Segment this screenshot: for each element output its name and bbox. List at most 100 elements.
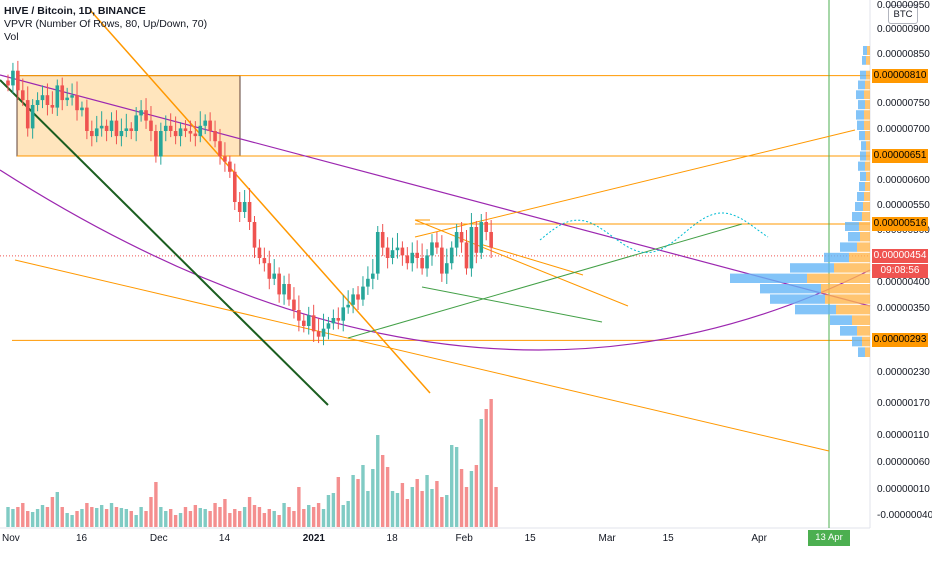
volume-bars: [6, 399, 498, 527]
candle-body: [242, 202, 247, 212]
candle-body: [282, 284, 286, 295]
vpvr-down-bar: [857, 242, 870, 252]
volume-bar: [11, 509, 15, 527]
volume-bar: [257, 507, 262, 527]
volume-bar: [55, 492, 59, 527]
volume-indicator-label[interactable]: Vol: [4, 31, 19, 43]
candle-body: [400, 247, 405, 256]
candle-body: [109, 120, 114, 131]
price-chart[interactable]: [0, 0, 932, 550]
consolidation-box: [16, 75, 241, 157]
candle-body: [484, 222, 489, 232]
volume-bar: [124, 509, 129, 527]
volume-bar: [479, 419, 483, 527]
candle-body: [159, 131, 163, 157]
volume-bar: [168, 509, 173, 527]
price-tick-label: 0.00000750: [877, 98, 930, 109]
candle-body: [70, 95, 74, 98]
candle-body: [124, 128, 129, 131]
volume-bar: [356, 479, 360, 527]
candle-body: [213, 131, 217, 142]
vpvr-down-bar: [865, 80, 870, 90]
time-tick-label: 16: [75, 533, 88, 544]
time-tick-label: 15: [524, 533, 536, 544]
vpvr-up-bar: [852, 212, 862, 221]
current-price-tag: 0.00000454: [872, 248, 928, 263]
price-tick-label: 0.00000170: [877, 398, 930, 409]
volume-bar: [321, 509, 326, 527]
vpvr-down-bar: [866, 171, 870, 181]
time-tick-label: 2021: [302, 533, 325, 544]
candle-body: [267, 263, 272, 279]
candle-body: [203, 120, 207, 126]
price-tick-label: 0.00000700: [877, 124, 930, 135]
candle-body: [395, 247, 400, 251]
candle-body: [11, 70, 15, 86]
price-level-tag: 0.00000810: [872, 68, 928, 83]
candle-body: [361, 286, 365, 300]
volume-bar: [183, 507, 188, 527]
vpvr-down-bar: [866, 56, 870, 65]
volume-bar: [26, 511, 30, 527]
candle-body: [415, 252, 419, 258]
bar-countdown-tag: 09:08:56: [872, 263, 928, 278]
candle-body: [119, 131, 124, 137]
price-tick-label: -0.00000040: [877, 510, 932, 521]
candle-body: [60, 85, 65, 101]
vpvr-down-bar: [865, 182, 870, 191]
volume-bar: [430, 489, 434, 527]
price-tick-label: 0.00000900: [877, 24, 930, 35]
volume-bar: [119, 508, 124, 527]
descending-flag-line: [421, 286, 603, 323]
candle-body: [272, 273, 277, 279]
vpvr-down-bar: [865, 131, 870, 141]
candle-body: [454, 232, 459, 248]
candle-body: [380, 232, 385, 248]
vpvr-up-bar: [857, 192, 864, 201]
vpvr-up-bar: [858, 347, 865, 357]
volume-bar: [238, 511, 242, 527]
volume-bar: [390, 491, 395, 527]
vpvr-up-bar: [760, 284, 821, 294]
candle-body: [257, 247, 262, 258]
candle-body: [104, 125, 109, 131]
candle-body: [331, 318, 336, 324]
currency-button[interactable]: BTC: [888, 5, 918, 24]
vpvr-indicator-label[interactable]: VPVR (Number Of Rows, 80, Up/Down, 70): [4, 18, 208, 30]
vpvr-down-bar: [862, 336, 870, 347]
vpvr-up-bar: [730, 273, 807, 283]
volume-bar: [114, 507, 119, 527]
vpvr-down-bar: [857, 326, 870, 336]
vpvr-down-bar: [807, 273, 870, 283]
volume-bar: [351, 475, 355, 527]
candle-body: [297, 310, 301, 321]
candle-body: [16, 70, 20, 91]
candle-body: [375, 232, 380, 274]
candle-body: [479, 222, 484, 253]
curved-support-arc: [0, 169, 871, 351]
candle-body: [163, 125, 168, 131]
candle-body: [287, 284, 291, 300]
vpvr-down-bar: [866, 70, 870, 80]
vpvr-up-bar: [856, 90, 864, 100]
price-tick-label: 0.00000550: [877, 200, 930, 211]
volume-bar: [469, 471, 474, 527]
candle-body: [351, 294, 355, 305]
candle-body: [390, 250, 395, 258]
price-tick-label: 0.00000600: [877, 175, 930, 186]
symbol-title[interactable]: HIVE / Bitcoin, 1D, BINANCE: [4, 5, 146, 17]
candle-body: [228, 161, 232, 172]
candle-body: [144, 110, 148, 121]
candle-body: [430, 242, 434, 256]
candle-body: [50, 105, 55, 108]
candle-body: [168, 125, 173, 131]
candle-body: [45, 95, 50, 105]
time-tick-label: 18: [386, 533, 398, 544]
volume-bar: [233, 509, 237, 527]
volume-bar: [415, 479, 419, 527]
vpvr-up-bar: [845, 222, 859, 231]
ascending-support-line: [347, 223, 743, 339]
price-tick-label: 0.00000060: [877, 457, 930, 468]
volume-profile: [730, 46, 870, 357]
volume-bar: [277, 515, 281, 527]
